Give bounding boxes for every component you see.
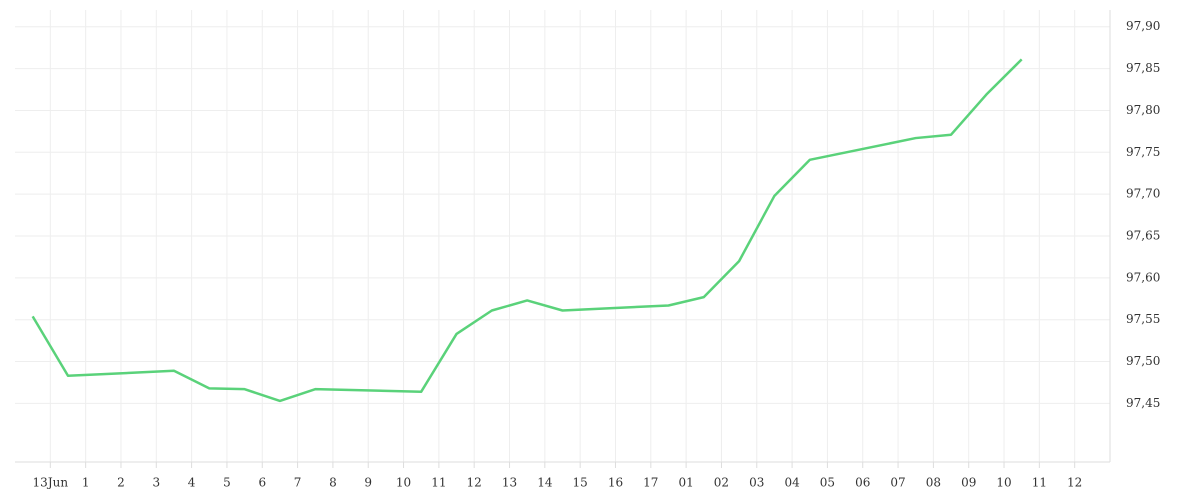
x-tick-label: 02 (714, 476, 729, 490)
x-tick-label: 17 (643, 476, 658, 490)
x-tick-label: 05 (820, 476, 835, 490)
x-tick-label: 12 (1067, 476, 1082, 490)
x-tick-label: 10 (996, 476, 1011, 490)
y-tick-label: 97,55 (1126, 312, 1160, 326)
y-tick-label: 97,90 (1126, 19, 1160, 33)
x-tick-label: 4 (188, 476, 196, 490)
x-tick-label: 08 (926, 476, 941, 490)
x-tick-label: 15 (573, 476, 588, 490)
x-tick-label: 09 (961, 476, 976, 490)
x-tick-label: 04 (784, 476, 800, 490)
y-tick-label: 97,70 (1126, 187, 1160, 201)
x-tick-label: 8 (329, 476, 337, 490)
x-tick-label: 11 (1032, 476, 1047, 490)
x-tick-label: 06 (855, 476, 870, 490)
y-tick-label: 97,65 (1126, 229, 1160, 243)
data-line (31, 58, 1023, 403)
x-tick-label: 9 (364, 476, 372, 490)
x-tick-label: 10 (396, 476, 411, 490)
x-tick-label: 13 (502, 476, 517, 490)
x-tick-label: 16 (608, 476, 623, 490)
x-tick-label: 07 (890, 476, 905, 490)
x-tick-label: 13Jun (33, 476, 69, 490)
x-tick-label: 7 (294, 476, 302, 490)
y-tick-label: 97,60 (1126, 270, 1160, 284)
x-tick-label: 11 (431, 476, 446, 490)
y-tick-label: 97,45 (1126, 396, 1160, 410)
x-tick-label: 03 (749, 476, 764, 490)
x-tick-label: 2 (117, 476, 125, 490)
x-tick-label: 5 (223, 476, 231, 490)
y-tick-label: 97,75 (1126, 145, 1160, 159)
x-tick-label: 12 (467, 476, 482, 490)
x-tick-label: 1 (82, 476, 90, 490)
x-tick-label: 3 (152, 476, 160, 490)
x-tick-label: 14 (537, 476, 553, 490)
x-tick-label: 01 (678, 476, 693, 490)
y-tick-label: 97,85 (1126, 61, 1160, 75)
x-tick-label: 6 (258, 476, 266, 490)
y-tick-label: 97,50 (1126, 354, 1160, 368)
y-tick-label: 97,80 (1126, 103, 1160, 117)
